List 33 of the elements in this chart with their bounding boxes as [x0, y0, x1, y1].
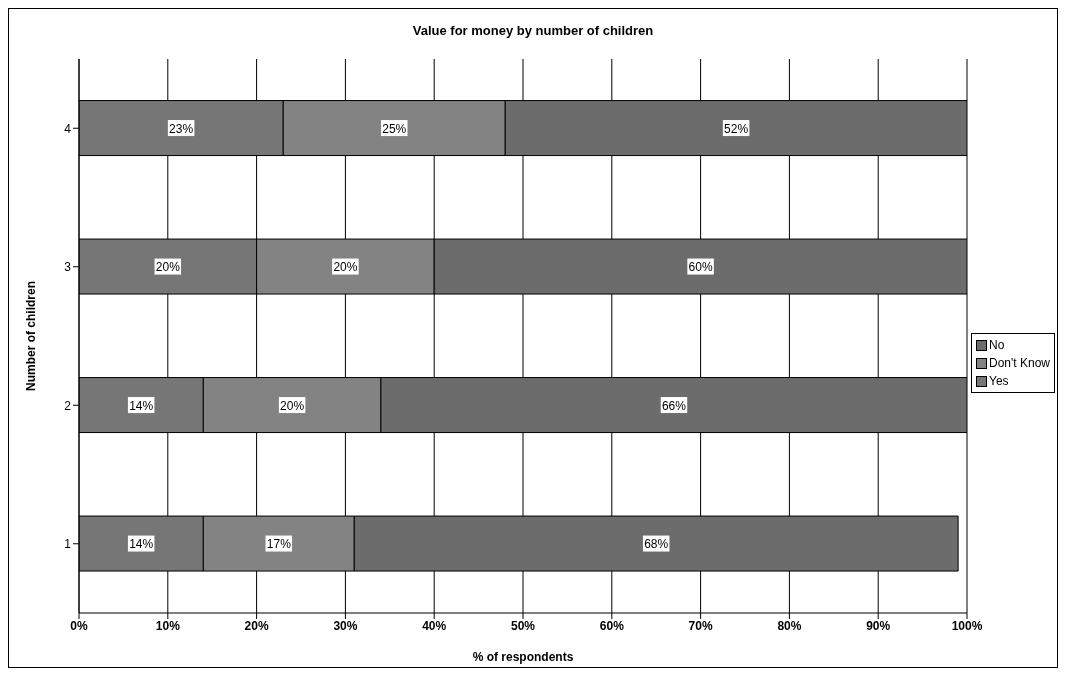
data-label: 17%: [266, 537, 292, 552]
data-label: 68%: [644, 537, 669, 552]
x-tick-label: 100%: [951, 618, 983, 633]
data-label: 14%: [129, 398, 154, 413]
x-tick-label: 0%: [70, 618, 88, 633]
x-tick-label: 10%: [155, 618, 181, 633]
data-label: 66%: [661, 398, 687, 413]
x-tick-label: 40%: [422, 618, 447, 633]
y-tick-label: 3: [64, 260, 72, 275]
data-label: 20%: [155, 260, 181, 275]
data-label: 25%: [382, 121, 407, 136]
y-tick-label: 1: [64, 537, 72, 552]
y-tick-label: 2: [64, 398, 72, 413]
y-axis-title: Number of children: [24, 280, 39, 392]
x-tick-label: 20%: [244, 618, 269, 633]
legend-label: No: [989, 337, 1005, 354]
data-label: 23%: [169, 121, 194, 136]
chart-title: Value for money by number of children: [411, 22, 655, 40]
data-label: 14%: [129, 537, 154, 552]
data-label: 60%: [688, 260, 713, 275]
x-tick-label: 90%: [866, 618, 891, 633]
data-label: 20%: [280, 398, 305, 413]
x-tick-label: 80%: [777, 618, 802, 633]
x-tick-label: 70%: [688, 618, 713, 633]
legend-label: Yes: [989, 373, 1009, 390]
x-axis-title: % of respondents: [472, 650, 574, 664]
data-label: 20%: [333, 260, 358, 275]
x-tick-label: 50%: [510, 618, 536, 633]
legend-label: Don't Know: [989, 355, 1050, 372]
y-tick-label: 4: [64, 121, 72, 136]
data-label: 52%: [724, 121, 749, 136]
x-tick-label: 60%: [599, 618, 625, 633]
x-tick-label: 30%: [333, 618, 358, 633]
